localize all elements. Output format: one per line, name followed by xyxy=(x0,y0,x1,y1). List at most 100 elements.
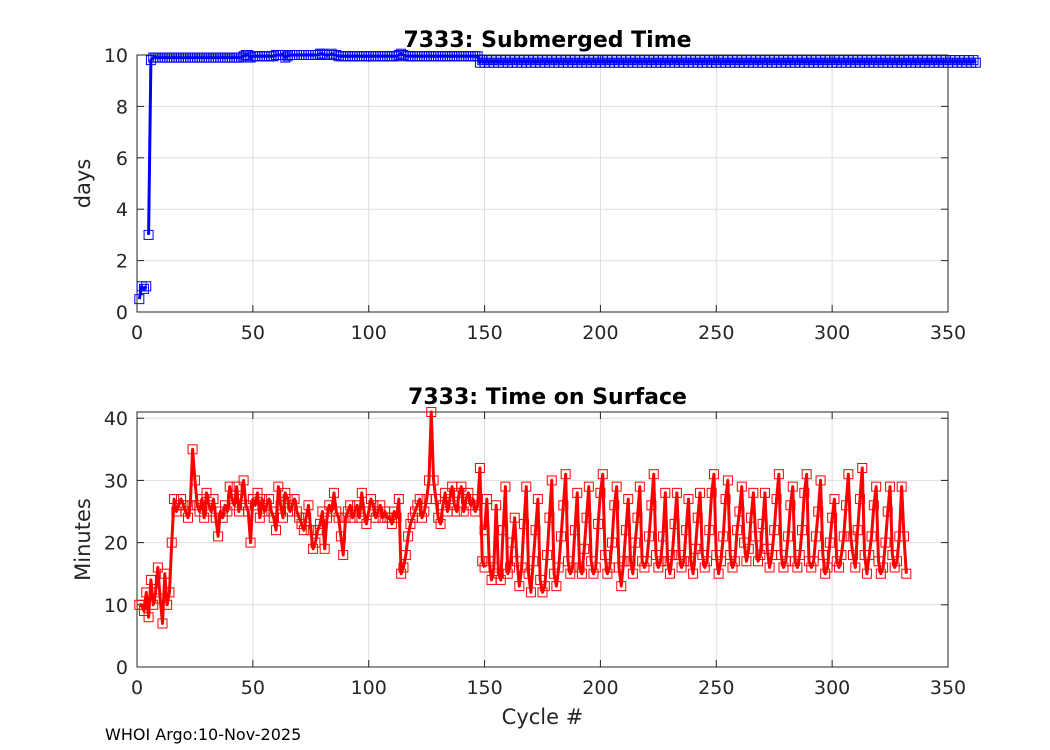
data-point xyxy=(565,568,576,579)
data-point xyxy=(271,525,282,536)
data-point xyxy=(750,531,761,542)
data-point xyxy=(259,506,270,517)
data-point xyxy=(847,550,858,561)
data-point xyxy=(458,506,469,517)
data-point xyxy=(630,537,641,548)
x-tick-label: 250 xyxy=(698,322,734,344)
data-point xyxy=(530,525,541,536)
data-point xyxy=(773,469,784,480)
chart-title: 7333: Time on Surface xyxy=(408,385,687,410)
data-point xyxy=(871,481,882,492)
data-point xyxy=(324,500,335,511)
x-tick-label: 250 xyxy=(698,677,734,699)
data-point xyxy=(702,556,713,567)
data-point xyxy=(521,481,532,492)
data-point xyxy=(335,531,346,542)
data-point xyxy=(880,537,891,548)
data-point xyxy=(667,550,678,561)
data-point xyxy=(250,500,261,511)
data-point xyxy=(627,568,638,579)
data-point xyxy=(145,574,156,585)
data-point xyxy=(433,512,444,523)
data-point xyxy=(620,525,631,536)
data-point xyxy=(574,562,585,573)
data-point xyxy=(722,475,733,486)
data-point xyxy=(481,494,492,505)
data-point xyxy=(405,518,416,529)
data-point xyxy=(764,562,775,573)
data-point xyxy=(692,512,703,523)
data-point xyxy=(264,494,275,505)
footer-credit: WHOI Argo:10-Nov-2025 xyxy=(105,725,302,744)
series-line xyxy=(147,52,977,235)
data-point xyxy=(514,581,525,592)
data-point xyxy=(720,494,731,505)
data-point xyxy=(308,543,319,554)
data-point xyxy=(474,462,485,473)
data-point xyxy=(597,469,608,480)
data-point xyxy=(882,506,893,517)
data-point xyxy=(623,494,634,505)
data-point xyxy=(843,469,854,480)
data-point xyxy=(245,537,256,548)
data-point xyxy=(797,525,808,536)
data-point xyxy=(632,512,643,523)
data-point xyxy=(430,494,441,505)
data-point xyxy=(794,550,805,561)
data-point xyxy=(213,531,224,542)
data-point xyxy=(143,612,154,623)
data-point xyxy=(785,500,796,511)
data-point xyxy=(861,568,872,579)
data-point xyxy=(845,531,856,542)
data-point xyxy=(417,512,428,523)
data-point xyxy=(783,531,794,542)
data-point xyxy=(854,494,865,505)
data-point xyxy=(602,568,613,579)
data-point xyxy=(505,562,516,573)
data-point xyxy=(182,512,193,523)
data-point xyxy=(136,599,147,610)
data-point xyxy=(616,581,627,592)
data-point xyxy=(187,444,198,455)
data-point xyxy=(715,556,726,567)
data-point xyxy=(157,618,168,629)
data-point xyxy=(347,512,358,523)
data-point xyxy=(479,525,490,536)
data-point xyxy=(507,537,518,548)
data-point xyxy=(199,512,210,523)
data-point xyxy=(391,512,402,523)
data-point xyxy=(396,568,407,579)
x-tick-label: 350 xyxy=(930,677,966,699)
data-point xyxy=(389,506,400,517)
data-point xyxy=(273,481,284,492)
data-point xyxy=(734,506,745,517)
data-point xyxy=(138,283,149,294)
y-tick-label: 4 xyxy=(116,199,128,221)
data-point xyxy=(243,506,254,517)
data-point xyxy=(778,562,789,573)
data-point xyxy=(648,469,659,480)
data-point xyxy=(646,500,657,511)
x-tick-label: 150 xyxy=(466,322,502,344)
data-point xyxy=(813,506,824,517)
data-point xyxy=(727,562,738,573)
data-point xyxy=(166,537,177,548)
data-point xyxy=(289,494,300,505)
data-point xyxy=(824,537,835,548)
data-point xyxy=(449,500,460,511)
data-point xyxy=(625,556,636,567)
data-point xyxy=(491,500,502,511)
data-point xyxy=(403,531,414,542)
data-point xyxy=(595,487,606,498)
data-point xyxy=(502,568,513,579)
x-tick-label: 150 xyxy=(466,677,502,699)
data-point xyxy=(542,550,553,561)
data-point xyxy=(864,550,875,561)
data-point xyxy=(600,550,611,561)
data-point xyxy=(528,556,539,567)
x-tick-label: 50 xyxy=(241,677,265,699)
data-point xyxy=(352,500,363,511)
data-point xyxy=(889,562,900,573)
data-point xyxy=(340,512,351,523)
data-point xyxy=(500,481,511,492)
